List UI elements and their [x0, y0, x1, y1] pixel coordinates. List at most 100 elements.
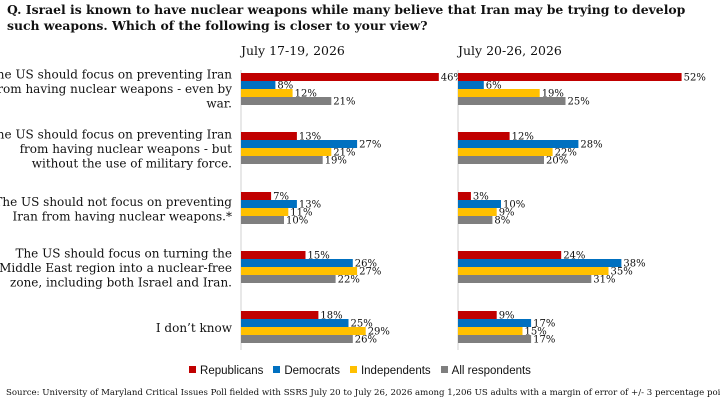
legend-swatch — [189, 366, 197, 373]
data-label: 12% — [512, 132, 534, 143]
bar — [458, 335, 532, 343]
data-label: 17% — [533, 319, 555, 330]
panel-title: July 20-26, 2026 — [456, 43, 562, 58]
bar — [458, 311, 497, 319]
bar — [458, 275, 592, 283]
data-label: 38% — [623, 259, 645, 270]
category-label: zone, including both Israel and Iran. — [10, 276, 232, 290]
bar — [241, 208, 289, 216]
bar — [241, 132, 297, 140]
bar — [458, 148, 553, 156]
legend-swatch — [273, 366, 281, 373]
bar — [241, 73, 439, 81]
legend-label: Democrats — [284, 365, 340, 377]
bar — [241, 148, 332, 156]
data-label: 28% — [580, 140, 602, 151]
category-label: The US should not focus on preventing — [0, 195, 232, 209]
bar — [241, 192, 272, 200]
legend-label: Republicans — [200, 365, 264, 377]
legend-item: All respondents — [440, 365, 531, 377]
bar — [458, 192, 471, 200]
data-label: 31% — [593, 275, 615, 286]
data-label: 19% — [325, 156, 347, 167]
bar — [241, 81, 276, 89]
data-label: 10% — [503, 200, 525, 211]
data-label: 6% — [486, 81, 502, 92]
data-label: 25% — [568, 97, 590, 108]
legend-label: All respondents — [451, 365, 531, 377]
data-label: 20% — [546, 156, 568, 167]
bar — [241, 200, 297, 208]
legend-item: Independents — [349, 365, 431, 377]
bar — [458, 132, 510, 140]
data-label: 13% — [299, 200, 321, 211]
data-label: 10% — [286, 216, 308, 227]
data-label: 9% — [499, 208, 515, 219]
data-label: 9% — [499, 311, 515, 322]
bar — [458, 267, 609, 275]
category-label: The US should focus on preventing Iran — [0, 128, 232, 142]
data-label: 7% — [273, 192, 289, 203]
category-label: The US should focus on preventing Iran — [0, 68, 232, 82]
data-label: 26% — [355, 259, 377, 270]
category-label: from having nuclear weapons - but — [20, 142, 233, 156]
bar — [458, 140, 579, 148]
data-label: 18% — [320, 311, 342, 322]
category-label: without the use of military force. — [32, 157, 232, 171]
category-label: from having nuclear weapons - even by — [0, 82, 232, 96]
data-label: 46% — [441, 73, 463, 84]
bar — [241, 275, 336, 283]
bar — [241, 327, 366, 335]
category-label: I don’t know — [156, 321, 233, 335]
bar — [458, 97, 566, 105]
legend: Republicans Democrats Independents All resp… — [0, 365, 720, 377]
bar — [458, 327, 523, 335]
bar — [458, 73, 682, 81]
data-label: 35% — [611, 267, 633, 278]
bar — [241, 335, 353, 343]
category-label: The US should focus on turning the — [15, 247, 232, 261]
data-label: 27% — [359, 140, 381, 151]
data-label: 12% — [295, 89, 317, 100]
data-label: 8% — [494, 216, 510, 227]
data-label: 25% — [351, 319, 373, 330]
bar — [241, 140, 358, 148]
bar — [458, 89, 540, 97]
legend-swatch — [349, 366, 357, 373]
bar — [458, 81, 484, 89]
data-label: 27% — [359, 267, 381, 278]
data-label: 29% — [368, 327, 390, 338]
question-text: Q. Israel is known to have nuclear weapo… — [7, 2, 686, 33]
bar — [458, 259, 622, 267]
bar — [241, 311, 319, 319]
data-label: 24% — [563, 251, 585, 262]
bar — [458, 200, 501, 208]
legend-item: Republicans — [189, 365, 263, 377]
data-label: 21% — [333, 97, 355, 108]
data-label: 3% — [473, 192, 489, 203]
bar — [241, 156, 323, 164]
data-label: 17% — [533, 335, 555, 346]
bar — [241, 319, 349, 327]
data-label: 11% — [290, 208, 312, 219]
data-label: 21% — [333, 148, 355, 159]
bar — [458, 216, 493, 224]
data-label: 8% — [277, 81, 293, 92]
bar — [241, 216, 284, 224]
panel-title: July 17-19, 2026 — [239, 43, 345, 58]
data-label: 19% — [542, 89, 564, 100]
category-label: Middle East region into a nuclear-free — [0, 261, 232, 275]
source-note: Source: University of Maryland Critical … — [6, 388, 720, 398]
category-label: war. — [206, 97, 232, 111]
bar — [241, 251, 306, 259]
legend-label: Independents — [360, 365, 431, 377]
bar — [241, 89, 293, 97]
bar — [241, 259, 353, 267]
bar — [458, 156, 544, 164]
data-label: 22% — [555, 148, 577, 159]
data-label: 26% — [355, 335, 377, 346]
bar — [241, 97, 332, 105]
legend-item: Democrats — [273, 365, 340, 377]
bar — [458, 208, 497, 216]
